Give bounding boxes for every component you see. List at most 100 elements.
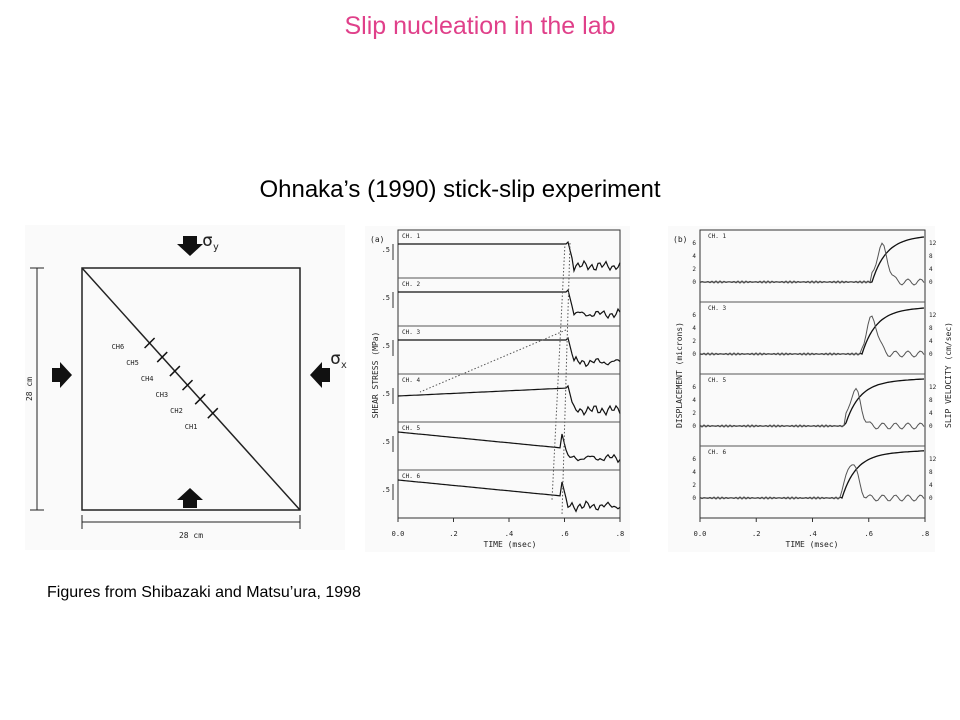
channel-label: CH2 xyxy=(170,407,183,415)
right-tick-label: 0 xyxy=(929,351,933,358)
x-tick-label: .6 xyxy=(560,530,568,538)
figure-background xyxy=(668,226,935,552)
arrow-left xyxy=(52,362,72,388)
velocity-trace xyxy=(699,315,925,358)
y-label: DISPLACEMENT (microns) xyxy=(675,322,684,428)
channel-label: CH. 1 xyxy=(708,233,726,240)
panel-label: (a) xyxy=(370,235,384,244)
left-tick-label: 0 xyxy=(692,423,696,430)
fault xyxy=(81,267,301,511)
scale-label: .5 xyxy=(382,438,390,446)
left-tick-label: 0 xyxy=(692,495,696,502)
x-tick-label: .4 xyxy=(808,530,816,538)
left-tick-label: 2 xyxy=(692,338,696,345)
channel-label: CH5 xyxy=(126,359,139,367)
left-tick-label: 4 xyxy=(692,253,696,260)
arrow-bottom xyxy=(177,488,203,508)
right-tick-label: 4 xyxy=(929,482,933,489)
left-tick-label: 0 xyxy=(692,279,696,286)
right-tick-label: 8 xyxy=(929,469,933,476)
scale-label: .5 xyxy=(382,342,390,350)
channel-label: CH. 6 xyxy=(402,473,420,480)
stress-figure: (a) SHEAR STRESS (MPa) TIME (msec) CH. 1… xyxy=(365,226,630,552)
left-tick-label: 6 xyxy=(692,456,696,463)
panel-label: (b) xyxy=(673,235,687,244)
velocity-trace xyxy=(699,242,925,286)
stress-trace xyxy=(397,384,621,417)
left-tick-label: 2 xyxy=(692,482,696,489)
scale-label: .5 xyxy=(382,390,390,398)
velocity-trace xyxy=(699,464,925,502)
left-tick-label: 6 xyxy=(692,384,696,391)
channel-label: CH3 xyxy=(156,391,169,399)
channel-label: CH. 6 xyxy=(708,449,726,456)
right-tick-label: 12 xyxy=(929,240,937,247)
velocity-trace xyxy=(699,387,925,430)
gauge xyxy=(207,407,219,419)
figure-background xyxy=(365,226,630,552)
sigma-label: σy xyxy=(202,230,219,253)
left-tick-label: 6 xyxy=(692,312,696,319)
x-tick-label: .2 xyxy=(449,530,457,538)
x-tick-label: .8 xyxy=(616,530,624,538)
channel-label: CH. 3 xyxy=(708,305,726,312)
left-tick-label: 4 xyxy=(692,469,696,476)
right-tick-label: 8 xyxy=(929,325,933,332)
arrow-top xyxy=(177,236,203,256)
scale-label: .5 xyxy=(382,294,390,302)
left-tick-label: 0 xyxy=(692,351,696,358)
channel-label: CH. 4 xyxy=(402,377,420,384)
size-label: 28 cm xyxy=(179,531,203,540)
specimen xyxy=(81,267,301,511)
right-tick-label: 0 xyxy=(929,279,933,286)
title: Slip nucleation in the lab xyxy=(344,12,615,40)
displacement-figure: (b) DISPLACEMENT (microns) SLIP VELOCITY… xyxy=(668,226,953,552)
gauge xyxy=(144,337,156,349)
right-tick-label: 12 xyxy=(929,456,937,463)
right-tick-label: 12 xyxy=(929,384,937,391)
right-tick-label: 8 xyxy=(929,397,933,404)
x-tick-label: .2 xyxy=(752,530,760,538)
channel-label: CH. 3 xyxy=(402,329,420,336)
gauge xyxy=(194,393,206,405)
x-label: TIME (msec) xyxy=(484,540,537,549)
gauge xyxy=(181,379,194,391)
x-tick-label: .8 xyxy=(921,530,929,538)
channel-label: CH. 1 xyxy=(402,233,420,240)
channel-label: CH6 xyxy=(112,343,125,351)
stress-trace xyxy=(398,336,621,368)
x-tick-label: 0.0 xyxy=(694,530,707,538)
right-tick-label: 12 xyxy=(929,312,937,319)
y2-label: SLIP VELOCITY (cm/sec) xyxy=(944,322,953,428)
x-tick-label: 0.0 xyxy=(392,530,405,538)
right-tick-label: 0 xyxy=(929,495,933,502)
channel-label: CH. 2 xyxy=(402,281,420,288)
left-tick-label: 4 xyxy=(692,325,696,332)
right-tick-label: 4 xyxy=(929,338,933,345)
caption: Figures from Shibazaki and Matsu’ura, 19… xyxy=(47,584,361,601)
left-tick-label: 2 xyxy=(692,266,696,273)
channel-label: CH1 xyxy=(185,423,198,431)
left-tick-label: 6 xyxy=(692,240,696,247)
stress-trace xyxy=(398,288,621,320)
y-label: SHEAR STRESS (MPa) xyxy=(371,332,380,419)
channel-label: CH. 5 xyxy=(708,377,726,384)
right-tick-label: 8 xyxy=(929,253,933,260)
right-tick-label: 4 xyxy=(929,266,933,273)
stress-trace xyxy=(397,431,621,464)
arrow-right xyxy=(310,362,330,388)
sigma-label: σx xyxy=(330,348,347,371)
guide-line xyxy=(551,242,566,501)
stress-trace xyxy=(397,479,621,513)
x-tick-label: .6 xyxy=(865,530,873,538)
gauge xyxy=(169,365,181,377)
x-label: TIME (msec) xyxy=(786,540,839,549)
right-tick-label: 0 xyxy=(929,423,933,430)
left-tick-label: 4 xyxy=(692,397,696,404)
left-tick-label: 2 xyxy=(692,410,696,417)
channel-label: CH4 xyxy=(141,375,154,383)
x-tick-label: .4 xyxy=(505,530,513,538)
